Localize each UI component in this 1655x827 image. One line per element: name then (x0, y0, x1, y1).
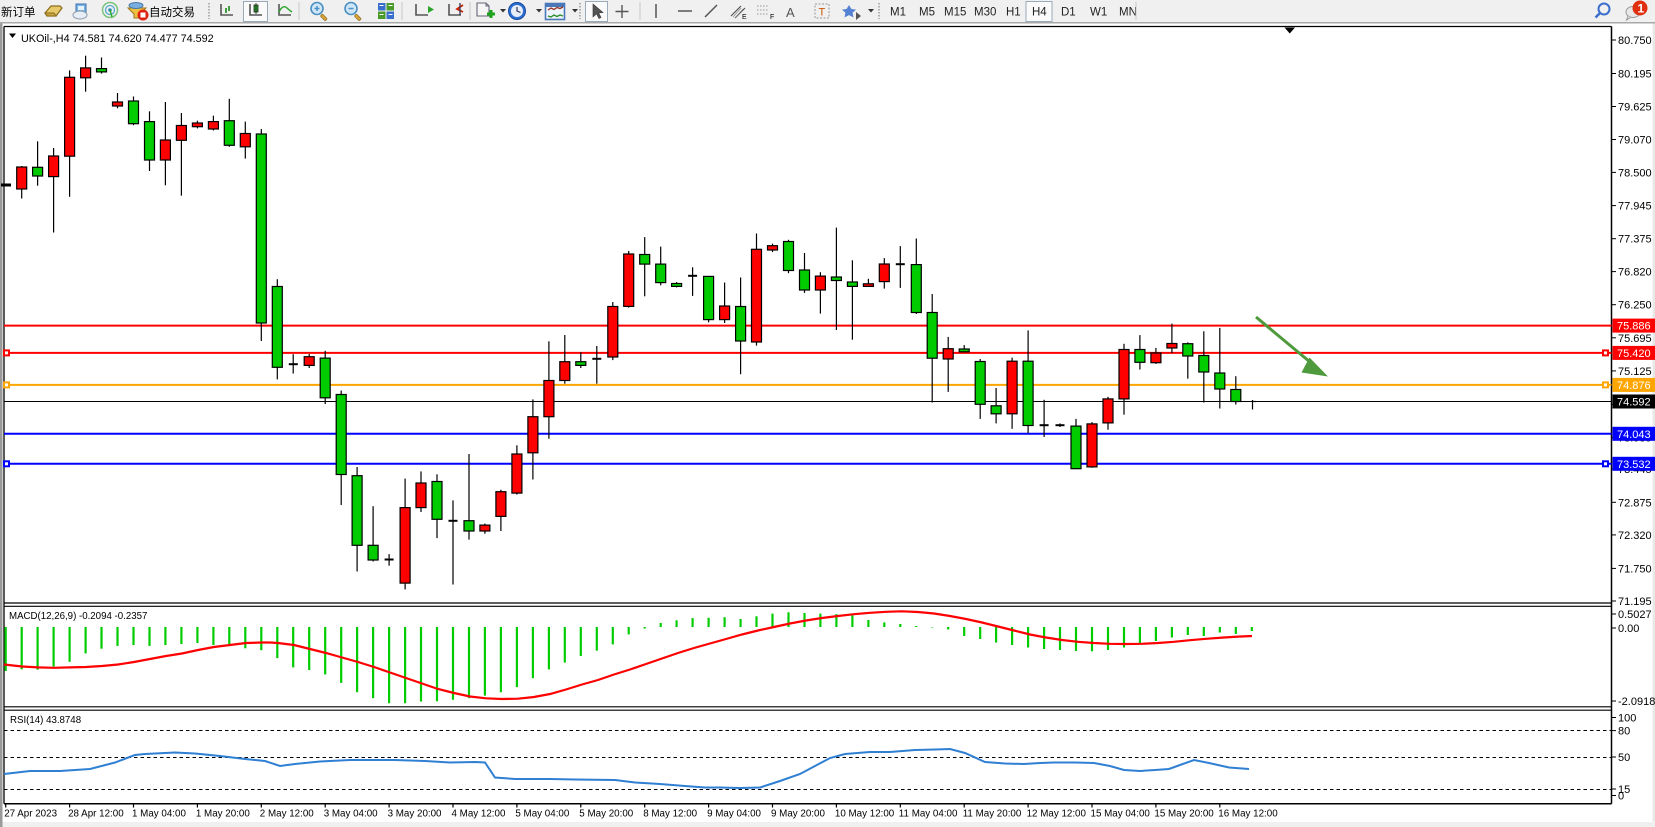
svg-text:M1: M1 (890, 7, 906, 19)
svg-text:4 May 12:00: 4 May 12:00 (452, 809, 506, 820)
svg-text:5 May 04:00: 5 May 04:00 (515, 809, 569, 820)
svg-text:28 Apr 12:00: 28 Apr 12:00 (68, 809, 124, 820)
svg-text:74.592: 74.592 (1617, 397, 1651, 409)
svg-text:-2.0918: -2.0918 (1618, 696, 1655, 708)
svg-text:50: 50 (1618, 752, 1630, 764)
svg-text:74.043: 74.043 (1617, 429, 1651, 441)
svg-text:自动交易: 自动交易 (149, 5, 195, 19)
svg-text:80: 80 (1618, 726, 1630, 738)
svg-text:F: F (770, 14, 774, 21)
svg-text:M5: M5 (919, 7, 935, 19)
svg-text:1 May 20:00: 1 May 20:00 (196, 809, 250, 820)
svg-text:MACD(12,26,9) -0.2094 -0.2357: MACD(12,26,9) -0.2094 -0.2357 (9, 611, 147, 622)
svg-text:3 May 04:00: 3 May 04:00 (324, 809, 378, 820)
svg-text:UKOil-,H4 74.581 74.620 74.47: UKOil-,H4 74.581 74.620 74.477 74.592 (21, 33, 214, 45)
svg-text:77.945: 77.945 (1618, 201, 1652, 213)
svg-text:76.250: 76.250 (1618, 300, 1652, 312)
svg-text:E: E (742, 14, 747, 21)
svg-text:H1: H1 (1006, 7, 1021, 19)
svg-text:D1: D1 (1061, 7, 1076, 19)
svg-text:11 May 20:00: 11 May 20:00 (963, 809, 1022, 820)
svg-text:9 May 04:00: 9 May 04:00 (707, 809, 761, 820)
svg-text:12 May 12:00: 12 May 12:00 (1027, 809, 1087, 820)
svg-text:75.420: 75.420 (1617, 348, 1651, 360)
svg-text:0.5027: 0.5027 (1618, 609, 1652, 621)
svg-text:78.500: 78.500 (1618, 167, 1652, 179)
svg-text:5 May 20:00: 5 May 20:00 (579, 809, 633, 820)
svg-text:73.532: 73.532 (1617, 459, 1651, 471)
svg-text:MN: MN (1119, 7, 1137, 19)
svg-text:79.070: 79.070 (1618, 135, 1652, 147)
svg-text:71.195: 71.195 (1618, 596, 1652, 608)
svg-text:15 May 04:00: 15 May 04:00 (1091, 809, 1151, 820)
svg-text:16 May 12:00: 16 May 12:00 (1218, 809, 1278, 820)
svg-text:3 May 20:00: 3 May 20:00 (388, 809, 442, 820)
svg-text:15: 15 (1618, 784, 1630, 796)
svg-text:1: 1 (1638, 2, 1645, 16)
svg-text:8 May 12:00: 8 May 12:00 (643, 809, 697, 820)
svg-text:0.00: 0.00 (1618, 623, 1639, 635)
svg-text:新订单: 新订单 (1, 5, 36, 19)
svg-text:75.125: 75.125 (1618, 366, 1652, 378)
svg-text:80.750: 80.750 (1618, 35, 1652, 47)
svg-text:27 Apr 2023: 27 Apr 2023 (4, 809, 57, 820)
svg-text:72.875: 72.875 (1618, 497, 1652, 509)
svg-text:11 May 04:00: 11 May 04:00 (899, 809, 958, 820)
svg-text:10 May 12:00: 10 May 12:00 (835, 809, 895, 820)
svg-text:75.695: 75.695 (1618, 333, 1652, 345)
svg-text:80.195: 80.195 (1618, 69, 1652, 81)
svg-text:71.750: 71.750 (1618, 563, 1652, 575)
svg-text:75.886: 75.886 (1617, 321, 1651, 333)
svg-text:100: 100 (1618, 713, 1636, 725)
svg-text:9 May 20:00: 9 May 20:00 (771, 809, 825, 820)
svg-text:76.820: 76.820 (1618, 267, 1652, 279)
svg-text:0: 0 (1618, 791, 1624, 803)
svg-text:2 May 12:00: 2 May 12:00 (260, 809, 314, 820)
svg-text:74.876: 74.876 (1617, 380, 1651, 392)
svg-text:M15: M15 (944, 7, 966, 19)
svg-text:M30: M30 (974, 7, 996, 19)
svg-text:H4: H4 (1032, 7, 1047, 19)
svg-text:A: A (786, 5, 795, 20)
svg-text:77.375: 77.375 (1618, 234, 1652, 246)
svg-text:W1: W1 (1090, 7, 1107, 19)
svg-text:RSI(14) 43.8748: RSI(14) 43.8748 (10, 715, 81, 726)
svg-text:1 May 04:00: 1 May 04:00 (132, 809, 186, 820)
svg-text:T: T (819, 7, 826, 19)
svg-text:15 May 20:00: 15 May 20:00 (1154, 809, 1214, 820)
svg-text:72.320: 72.320 (1618, 530, 1652, 542)
svg-text:79.625: 79.625 (1618, 102, 1652, 114)
